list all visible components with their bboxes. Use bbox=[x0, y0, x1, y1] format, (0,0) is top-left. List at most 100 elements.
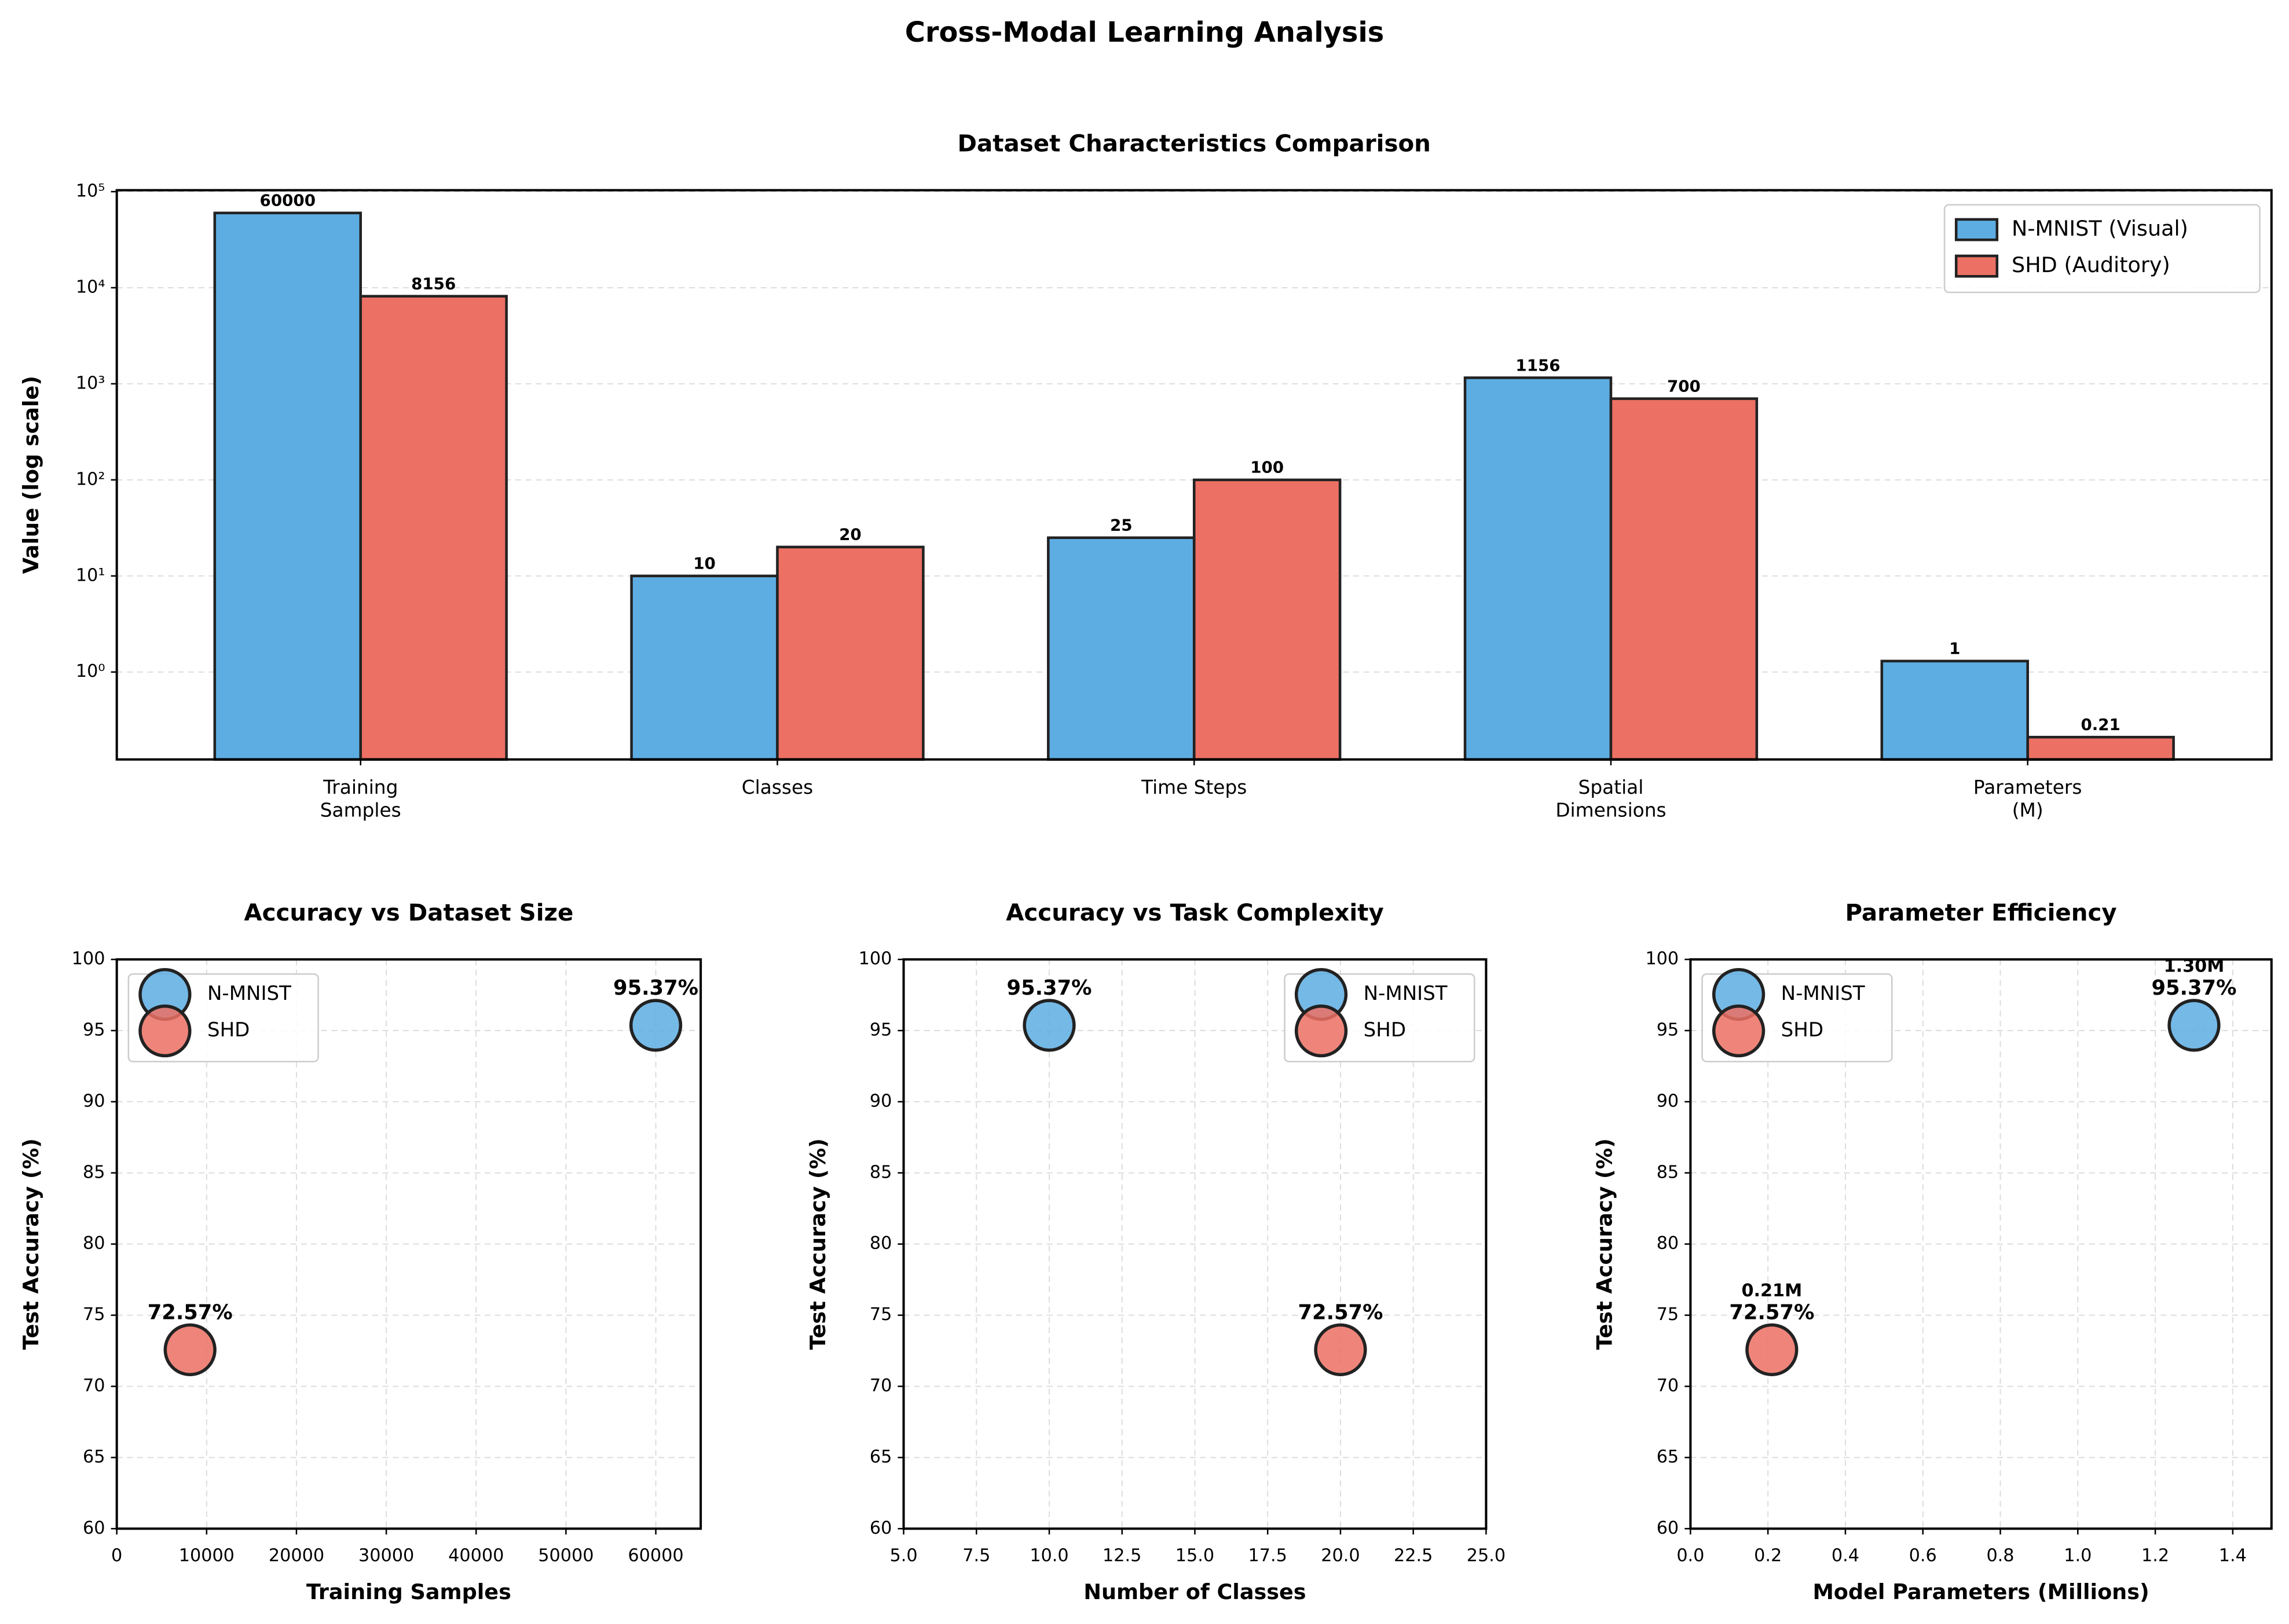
bar bbox=[1880, 659, 2029, 761]
bar-value-label: 0.21 bbox=[2081, 715, 2120, 734]
x-tick-label: 1.0 bbox=[2064, 1546, 2092, 1566]
bar-value-label: 20 bbox=[839, 525, 862, 544]
legend-marker bbox=[1294, 1005, 1348, 1058]
bar bbox=[1047, 536, 1196, 761]
bar-value-label: 10 bbox=[693, 554, 716, 573]
y-tick-label: 10⁰ bbox=[76, 661, 105, 681]
y-axis-label: Test Accuracy (%) bbox=[1592, 1138, 1617, 1350]
point-value-label: 95.37% bbox=[1007, 976, 1092, 1000]
bar-value-label: 1 bbox=[1949, 639, 1960, 658]
y-tick-label: 95 bbox=[870, 1020, 892, 1040]
chart-title: Dataset Characteristics Comparison bbox=[958, 130, 1431, 157]
bar bbox=[1192, 478, 1342, 761]
legend-swatch bbox=[1954, 254, 1999, 278]
point-value-label: 72.57% bbox=[148, 1300, 233, 1324]
x-tick-label: 15.0 bbox=[1175, 1546, 1214, 1566]
y-tick-label: 75 bbox=[1657, 1304, 1679, 1325]
plot-frame bbox=[115, 189, 2273, 761]
x-tick-label: 40000 bbox=[448, 1546, 504, 1566]
y-axis-label: Test Accuracy (%) bbox=[19, 1138, 43, 1350]
y-tick-label: 90 bbox=[1657, 1091, 1679, 1111]
chart-title: Accuracy vs Dataset Size bbox=[244, 899, 573, 926]
y-axis-label: Test Accuracy (%) bbox=[805, 1138, 830, 1350]
x-tick-label: Spatial Dimensions bbox=[1555, 776, 1666, 821]
x-tick-label: 17.5 bbox=[1248, 1546, 1287, 1566]
y-tick-label: 85 bbox=[83, 1162, 105, 1182]
x-tick-label: 0.0 bbox=[1676, 1546, 1704, 1566]
x-tick-label: 0.4 bbox=[1832, 1546, 1859, 1566]
bar bbox=[213, 211, 362, 761]
point-value-label: 95.37% bbox=[613, 976, 698, 1000]
x-tick-label: 20000 bbox=[269, 1546, 324, 1566]
x-tick-label: 50000 bbox=[538, 1546, 594, 1566]
y-tick-label: 100 bbox=[859, 949, 892, 969]
x-axis-label: Training Samples bbox=[306, 1579, 511, 1604]
x-tick-label: 10000 bbox=[179, 1546, 235, 1566]
legend-label: N-MNIST bbox=[1781, 982, 1865, 1005]
y-tick-label: 70 bbox=[1657, 1376, 1679, 1396]
x-tick-label: 0 bbox=[111, 1546, 122, 1566]
plot-frame bbox=[115, 958, 702, 1530]
bar bbox=[630, 574, 779, 761]
y-tick-label: 80 bbox=[83, 1233, 105, 1253]
y-tick-label: 60 bbox=[1657, 1518, 1679, 1538]
plot-frame bbox=[902, 958, 1488, 1530]
y-tick-label: 75 bbox=[870, 1304, 892, 1325]
figure-title: Cross-Modal Learning Analysis bbox=[905, 17, 1385, 49]
x-tick-label: 22.5 bbox=[1394, 1546, 1433, 1566]
x-tick-label: 0.2 bbox=[1754, 1546, 1782, 1566]
legend-label: SHD bbox=[1364, 1018, 1406, 1042]
y-tick-label: 65 bbox=[83, 1447, 105, 1467]
x-axis-label: Model Parameters (Millions) bbox=[1812, 1579, 2149, 1604]
bar bbox=[1609, 397, 1759, 761]
x-tick-label: 7.5 bbox=[962, 1546, 990, 1566]
legend-label: SHD bbox=[207, 1018, 250, 1042]
plot-frame bbox=[1689, 958, 2273, 1530]
bar bbox=[776, 545, 925, 761]
y-tick-label: 65 bbox=[1657, 1447, 1679, 1467]
y-tick-label: 85 bbox=[870, 1162, 892, 1182]
x-tick-label: 25.0 bbox=[1467, 1546, 1506, 1566]
y-tick-label: 95 bbox=[83, 1020, 105, 1040]
x-tick-label: Training Samples bbox=[320, 776, 401, 821]
x-tick-label: Time Steps bbox=[1141, 776, 1247, 798]
x-tick-label: 0.8 bbox=[1986, 1546, 2014, 1566]
y-tick-label: 75 bbox=[83, 1304, 105, 1325]
y-tick-label: 100 bbox=[72, 949, 105, 969]
legend-label: N-MNIST bbox=[207, 982, 291, 1005]
x-tick-label: Parameters (M) bbox=[1973, 776, 2082, 821]
y-tick-label: 65 bbox=[870, 1447, 892, 1467]
x-axis-label: Number of Classes bbox=[1083, 1579, 1306, 1604]
bar-value-label: 8156 bbox=[411, 274, 456, 293]
y-tick-label: 100 bbox=[1645, 949, 1679, 969]
bar bbox=[359, 295, 508, 761]
point bbox=[2167, 999, 2221, 1052]
y-tick-label: 80 bbox=[870, 1233, 892, 1253]
legend-label: N-MNIST (Visual) bbox=[2012, 216, 2188, 241]
y-tick-label: 10⁴ bbox=[76, 277, 105, 297]
x-tick-label: Classes bbox=[742, 776, 813, 798]
y-tick-label: 10² bbox=[76, 469, 105, 489]
point bbox=[629, 999, 683, 1052]
legend-label: SHD (Auditory) bbox=[2012, 252, 2170, 277]
bar-value-label: 60000 bbox=[260, 191, 316, 210]
y-tick-label: 10³ bbox=[76, 373, 105, 393]
point-value-label: 95.37% bbox=[2151, 976, 2236, 1000]
legend-box bbox=[1943, 204, 2261, 294]
point bbox=[1745, 1323, 1799, 1376]
legend-marker bbox=[1712, 1005, 1766, 1058]
x-tick-label: 12.5 bbox=[1103, 1546, 1141, 1566]
bar-value-label: 1156 bbox=[1515, 355, 1560, 375]
y-tick-label: 10¹ bbox=[76, 565, 105, 585]
point bbox=[163, 1323, 217, 1376]
x-tick-label: 0.6 bbox=[1909, 1546, 1937, 1566]
x-tick-label: 20.0 bbox=[1321, 1546, 1360, 1566]
legend-label: SHD bbox=[1781, 1018, 1823, 1042]
y-tick-label: 70 bbox=[870, 1376, 892, 1396]
x-tick-label: 5.0 bbox=[889, 1546, 917, 1566]
bar-value-label: 25 bbox=[1110, 516, 1133, 535]
y-tick-label: 95 bbox=[1657, 1020, 1679, 1040]
x-tick-label: 1.4 bbox=[2219, 1546, 2247, 1566]
